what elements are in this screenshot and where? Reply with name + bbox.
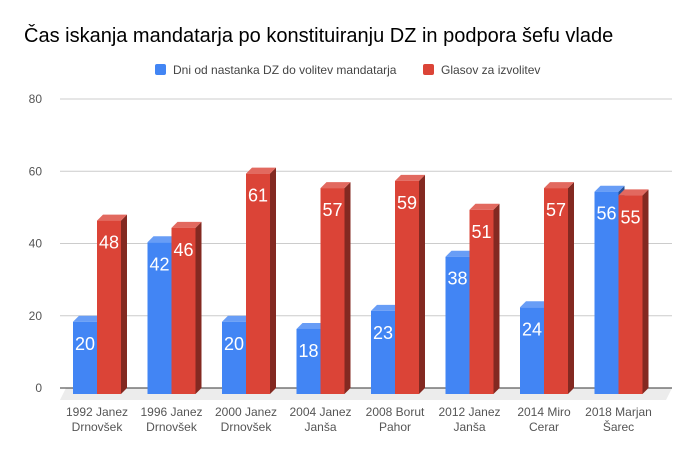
x-tick-label: Janša xyxy=(453,420,485,434)
bar: 48 xyxy=(97,214,127,394)
data-label: 38 xyxy=(447,269,467,289)
data-label: 57 xyxy=(322,200,342,220)
bar-side xyxy=(121,214,127,394)
data-label: 24 xyxy=(522,319,542,339)
bar-top xyxy=(171,221,202,228)
data-label: 18 xyxy=(298,341,318,361)
legend-label: Glasov za izvolitev xyxy=(441,63,540,77)
bar-top xyxy=(445,250,476,257)
x-tick-label: Cerar xyxy=(529,420,559,434)
legend-label: Dni od nastanka DZ do volitev mandatarja xyxy=(173,63,397,77)
data-label: 23 xyxy=(373,323,393,343)
bar-top xyxy=(594,185,625,192)
bar-front xyxy=(171,227,196,394)
bar-top xyxy=(520,301,550,308)
bar: 61 xyxy=(246,167,276,394)
x-tick-label: 2000 Janez xyxy=(215,405,277,419)
x-tick-label: 2012 Janez xyxy=(438,405,500,419)
data-label: 57 xyxy=(546,200,566,220)
y-tick-label: 0 xyxy=(35,381,42,395)
bar-front xyxy=(97,220,121,394)
bar-top xyxy=(320,182,351,189)
y-tick-label: 80 xyxy=(29,92,43,106)
bar-top xyxy=(73,315,103,322)
x-tick-label: Pahor xyxy=(379,420,411,434)
bar-top xyxy=(395,174,425,181)
bar-side xyxy=(493,203,500,394)
x-tick-label: Drnovšek xyxy=(146,420,198,434)
data-label: 56 xyxy=(596,204,616,224)
data-label: 48 xyxy=(99,233,119,253)
legend-swatch xyxy=(155,64,166,75)
bar-front xyxy=(469,209,494,394)
bar: 57 xyxy=(544,182,574,394)
gridlines: 0 20 40 60 80 xyxy=(29,92,672,400)
x-tick-label: Janša xyxy=(304,420,336,434)
bar-front xyxy=(296,328,321,394)
bar: 57 xyxy=(320,182,351,394)
floor xyxy=(60,388,672,400)
y-tick-label: 60 xyxy=(29,164,43,178)
data-label: 20 xyxy=(224,334,244,354)
data-label: 51 xyxy=(471,222,491,242)
bar-side xyxy=(642,189,649,394)
bar-top xyxy=(222,315,252,322)
bar-front xyxy=(618,195,643,394)
bar-side xyxy=(568,182,574,394)
bar-top xyxy=(147,236,178,243)
x-tick-label: 2014 Miro xyxy=(517,405,571,419)
bar-top xyxy=(469,203,500,210)
bar-front xyxy=(395,180,419,394)
y-tick-label: 20 xyxy=(29,309,43,323)
bar-front xyxy=(222,321,246,394)
data-label: 61 xyxy=(248,186,268,206)
bar-front xyxy=(73,321,97,394)
y-tick-label: 40 xyxy=(29,237,43,251)
bar-front xyxy=(520,307,544,394)
bar-top xyxy=(544,182,574,189)
data-label: 46 xyxy=(173,240,193,260)
bar-top xyxy=(296,322,327,329)
bar: 59 xyxy=(395,174,425,394)
bar-front xyxy=(147,242,172,394)
bar-side xyxy=(195,221,202,394)
bar-side xyxy=(270,167,276,394)
bar: 55 xyxy=(618,189,649,394)
x-tick-label: 1992 Janez xyxy=(66,405,128,419)
x-tick-label: Šarec xyxy=(603,419,634,434)
bar-front xyxy=(371,310,395,394)
bar-front xyxy=(544,188,568,394)
legend: Dni od nastanka DZ do volitev mandatarja… xyxy=(155,63,540,77)
data-label: 20 xyxy=(75,334,95,354)
bar-front xyxy=(445,256,470,394)
chart-title: Čas iskanja mandatarja po konstituiranju… xyxy=(24,24,613,47)
bar-top xyxy=(246,167,276,174)
legend-swatch xyxy=(423,64,434,75)
x-tick-label: 2008 Borut xyxy=(366,405,425,419)
x-tick-label: 2018 Marjan xyxy=(585,405,652,419)
bar: 51 xyxy=(469,203,500,394)
bar-top xyxy=(97,214,127,221)
data-label: 59 xyxy=(397,193,417,213)
x-tick-label: Drnovšek xyxy=(72,420,124,434)
data-label: 55 xyxy=(620,207,640,227)
bar-top xyxy=(618,189,649,196)
x-tick-label: 2004 Janez xyxy=(289,405,351,419)
bar: 46 xyxy=(171,221,202,394)
bar-front xyxy=(246,173,270,394)
x-tick-label: Drnovšek xyxy=(221,420,273,434)
bar-side xyxy=(419,174,425,394)
bar-front xyxy=(594,191,619,394)
data-label: 42 xyxy=(149,254,169,274)
bar-front xyxy=(320,188,345,394)
bar-top xyxy=(371,304,401,311)
bar-side xyxy=(344,182,351,394)
x-tick-label: 1996 Janez xyxy=(140,405,202,419)
